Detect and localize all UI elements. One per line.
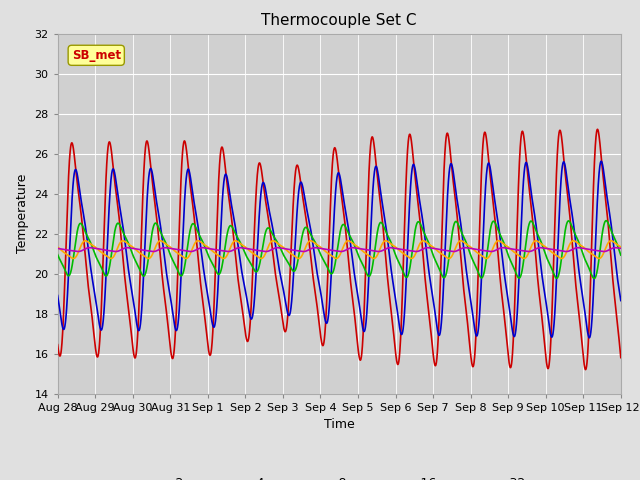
Text: SB_met: SB_met <box>72 49 121 62</box>
Y-axis label: Temperature: Temperature <box>16 174 29 253</box>
X-axis label: Time: Time <box>324 418 355 431</box>
Title: Thermocouple Set C: Thermocouple Set C <box>262 13 417 28</box>
Legend: -2cm, -4cm, -8cm, -16cm, -32cm: -2cm, -4cm, -8cm, -16cm, -32cm <box>129 472 550 480</box>
